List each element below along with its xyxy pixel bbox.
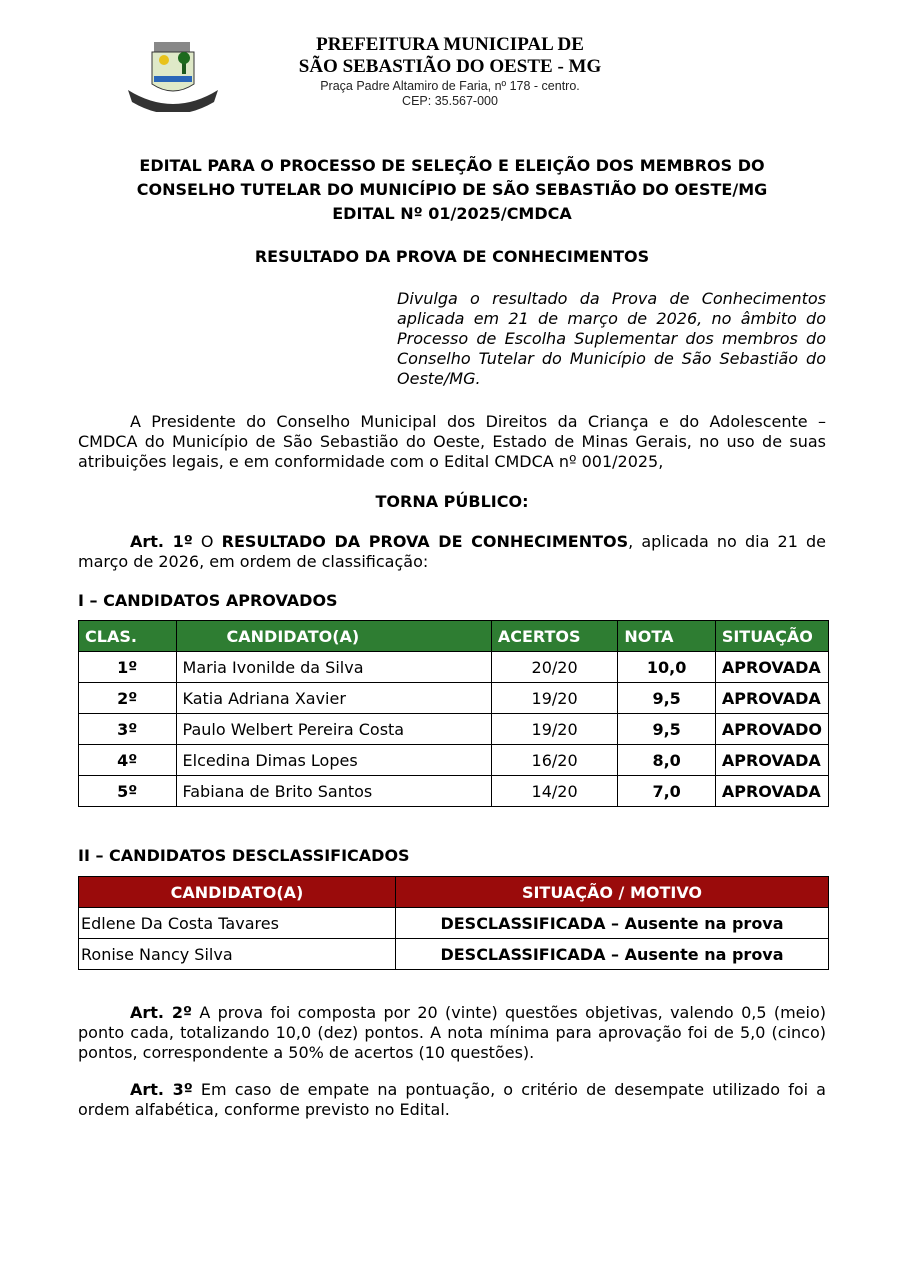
clas-cell: 4º — [78, 744, 177, 776]
table-row: 4º Elcedina Dimas Lopes 16/20 8,0 APROVADA — [78, 744, 830, 776]
nota-cell: 7,0 — [617, 775, 716, 807]
art3-label: Art. 3º — [130, 1080, 193, 1099]
section-approved-heading: I – CANDIDATOS APROVADOS — [78, 591, 338, 610]
nota-cell: 9,5 — [617, 682, 716, 714]
subtitle: RESULTADO DA PROVA DE CONHECIMENTOS — [254, 247, 650, 266]
municipal-seal-logo — [128, 42, 218, 112]
art2-text: A prova foi composta por 20 (vinte) ques… — [78, 1003, 826, 1062]
col-situacao: SITUAÇÃO — [714, 620, 830, 652]
motivo-cell: DESCLASSIFICADA – Ausente na prova — [395, 938, 829, 970]
approved-table: CLAS. CANDIDATO(A) ACERTOS NOTA SITUAÇÃO… — [78, 620, 830, 807]
header-cep: CEP: 35.567-000 — [402, 94, 498, 108]
section-disqualified-heading: II – CANDIDATOS DESCLASSIFICADOS — [78, 846, 410, 865]
torna-publico: TORNA PÚBLICO: — [375, 492, 529, 511]
art1-post: , aplicada no dia 21 de março de 2026, e… — [78, 532, 827, 571]
table-row: 1º Maria Ivonilde da Silva 20/20 10,0 APROVA… — [78, 651, 830, 683]
table-row: 5º Fabiana de Brito Santos 14/20 7,0 APROVAD… — [78, 775, 830, 807]
candidate-cell: Maria Ivonilde da Silva — [175, 651, 492, 683]
art2-paragraph: Art. 2º A prova foi composta por 20 (vin… — [78, 1003, 826, 1063]
header-line2: SÃO SEBASTIÃO DO OESTE - MG — [298, 56, 602, 77]
col-candidato: CANDIDATO(A) — [78, 876, 396, 908]
acertos-cell: 19/20 — [490, 682, 619, 714]
header-line1: PREFEITURA MUNICIPAL DE — [316, 34, 584, 55]
situacao-cell: APROVADA — [714, 775, 830, 807]
motivo-cell: DESCLASSIFICADA – Ausente na prova — [395, 907, 829, 939]
art1-label: Art. 1º — [130, 532, 193, 551]
disqualified-table: CANDIDATO(A) SITUAÇÃO / MOTIVO Edlene Da… — [78, 876, 829, 970]
table-header-row: CANDIDATO(A) SITUAÇÃO / MOTIVO — [78, 876, 829, 908]
col-nota: NOTA — [617, 620, 716, 652]
art1-bold: RESULTADO DA PROVA DE CONHECIMENTOS — [221, 532, 629, 551]
acertos-cell: 16/20 — [490, 744, 619, 776]
table-row: 3º Paulo Welbert Pereira Costa 19/20 9,5 APR… — [78, 713, 830, 745]
header-address: Praça Padre Altamiro de Faria, nº 178 - … — [320, 79, 580, 93]
acertos-cell: 14/20 — [490, 775, 619, 807]
art3-paragraph: Art. 3º Em caso de empate na pontuação, … — [78, 1080, 826, 1120]
candidate-cell: Ronise Nancy Silva — [78, 938, 396, 970]
clas-cell: 1º — [78, 651, 177, 683]
clas-cell: 3º — [78, 713, 177, 745]
table-row: Ronise Nancy Silva DESCLASSIFICADA – Ause… — [78, 938, 829, 970]
col-acertos: ACERTOS — [490, 620, 619, 652]
table-row: 2º Katia Adriana Xavier 19/20 9,5 APROVADA — [78, 682, 830, 714]
nota-cell: 10,0 — [617, 651, 716, 683]
art1-pre: O — [192, 532, 222, 551]
art2-label: Art. 2º — [130, 1003, 192, 1022]
art1-paragraph: Art. 1º O RESULTADO DA PROVA DE CONHECIM… — [78, 532, 826, 572]
title-line1: EDITAL PARA O PROCESSO DE SELEÇÃO E ELEI… — [139, 156, 765, 175]
clas-cell: 2º — [78, 682, 177, 714]
intro-paragraph: A Presidente do Conselho Municipal dos D… — [78, 412, 826, 471]
col-clas: CLAS. — [78, 620, 177, 652]
col-candidato: CANDIDATO(A) — [175, 620, 492, 652]
candidate-cell: Fabiana de Brito Santos — [175, 775, 492, 807]
art3-text: Em caso de empate na pontuação, o critér… — [78, 1080, 826, 1119]
clas-cell: 5º — [78, 775, 177, 807]
ementa: Divulga o resultado da Prova de Conhecim… — [397, 289, 826, 388]
candidate-cell: Paulo Welbert Pereira Costa — [175, 713, 492, 745]
nota-cell: 9,5 — [617, 713, 716, 745]
table-row: Edlene Da Costa Tavares DESCLASSIFICADA –… — [78, 907, 829, 939]
acertos-cell: 19/20 — [490, 713, 619, 745]
candidate-cell: Edlene Da Costa Tavares — [78, 907, 396, 939]
title-line2: CONSELHO TUTELAR DO MUNICÍPIO DE SÃO SEB… — [136, 180, 768, 199]
acertos-cell: 20/20 — [490, 651, 619, 683]
situacao-cell: APROVADA — [714, 682, 830, 714]
situacao-cell: APROVADA — [714, 651, 830, 683]
candidate-cell: Elcedina Dimas Lopes — [175, 744, 492, 776]
table-header-row: CLAS. CANDIDATO(A) ACERTOS NOTA SITUAÇÃO — [78, 620, 830, 652]
situacao-cell: APROVADO — [714, 713, 830, 745]
situacao-cell: APROVADA — [714, 744, 830, 776]
title-line3: EDITAL Nº 01/2025/CMDCA — [332, 204, 572, 223]
col-motivo: SITUAÇÃO / MOTIVO — [395, 876, 829, 908]
nota-cell: 8,0 — [617, 744, 716, 776]
candidate-cell: Katia Adriana Xavier — [175, 682, 492, 714]
